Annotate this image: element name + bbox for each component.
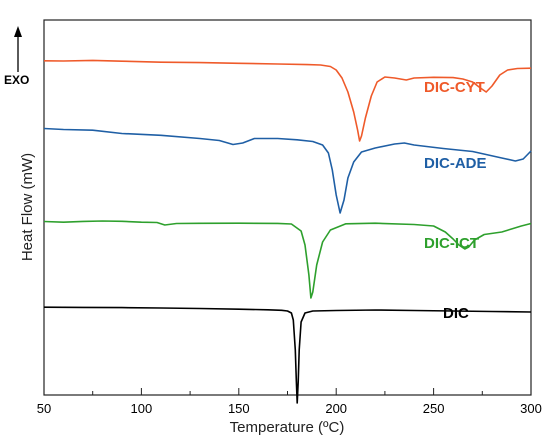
x-tick-label: 150 [228,401,250,416]
series-label-dic-cyt: DIC-CYT [424,79,485,96]
series-line-dic-ade [43,127,532,214]
plot-frame [43,19,532,396]
x-tick-label: 250 [423,401,445,416]
exo-label: EXO [4,73,29,87]
x-axis-ticks [43,388,532,395]
series-label-dic: DIC [443,305,469,322]
series-label-dic-ict: DIC-ICT [424,235,479,252]
x-tick-label: 50 [37,401,51,416]
x-tick-label: 200 [325,401,347,416]
series-line-dic-ict [43,220,532,299]
series-label-dic-ade: DIC-ADE [424,155,487,172]
series-line-dic-cyt [43,59,532,142]
series-group [43,59,532,404]
x-axis-title: Temperature (ºC) [230,419,345,436]
exo-arrow-head [14,26,22,37]
x-tick-label: 100 [131,401,153,416]
series-line-dic [43,306,532,404]
x-axis-tick-labels: 50 100 150 200 250 300 [37,401,542,416]
x-tick-label: 300 [520,401,542,416]
y-axis-title: Heat Flow (mW) [19,153,36,261]
